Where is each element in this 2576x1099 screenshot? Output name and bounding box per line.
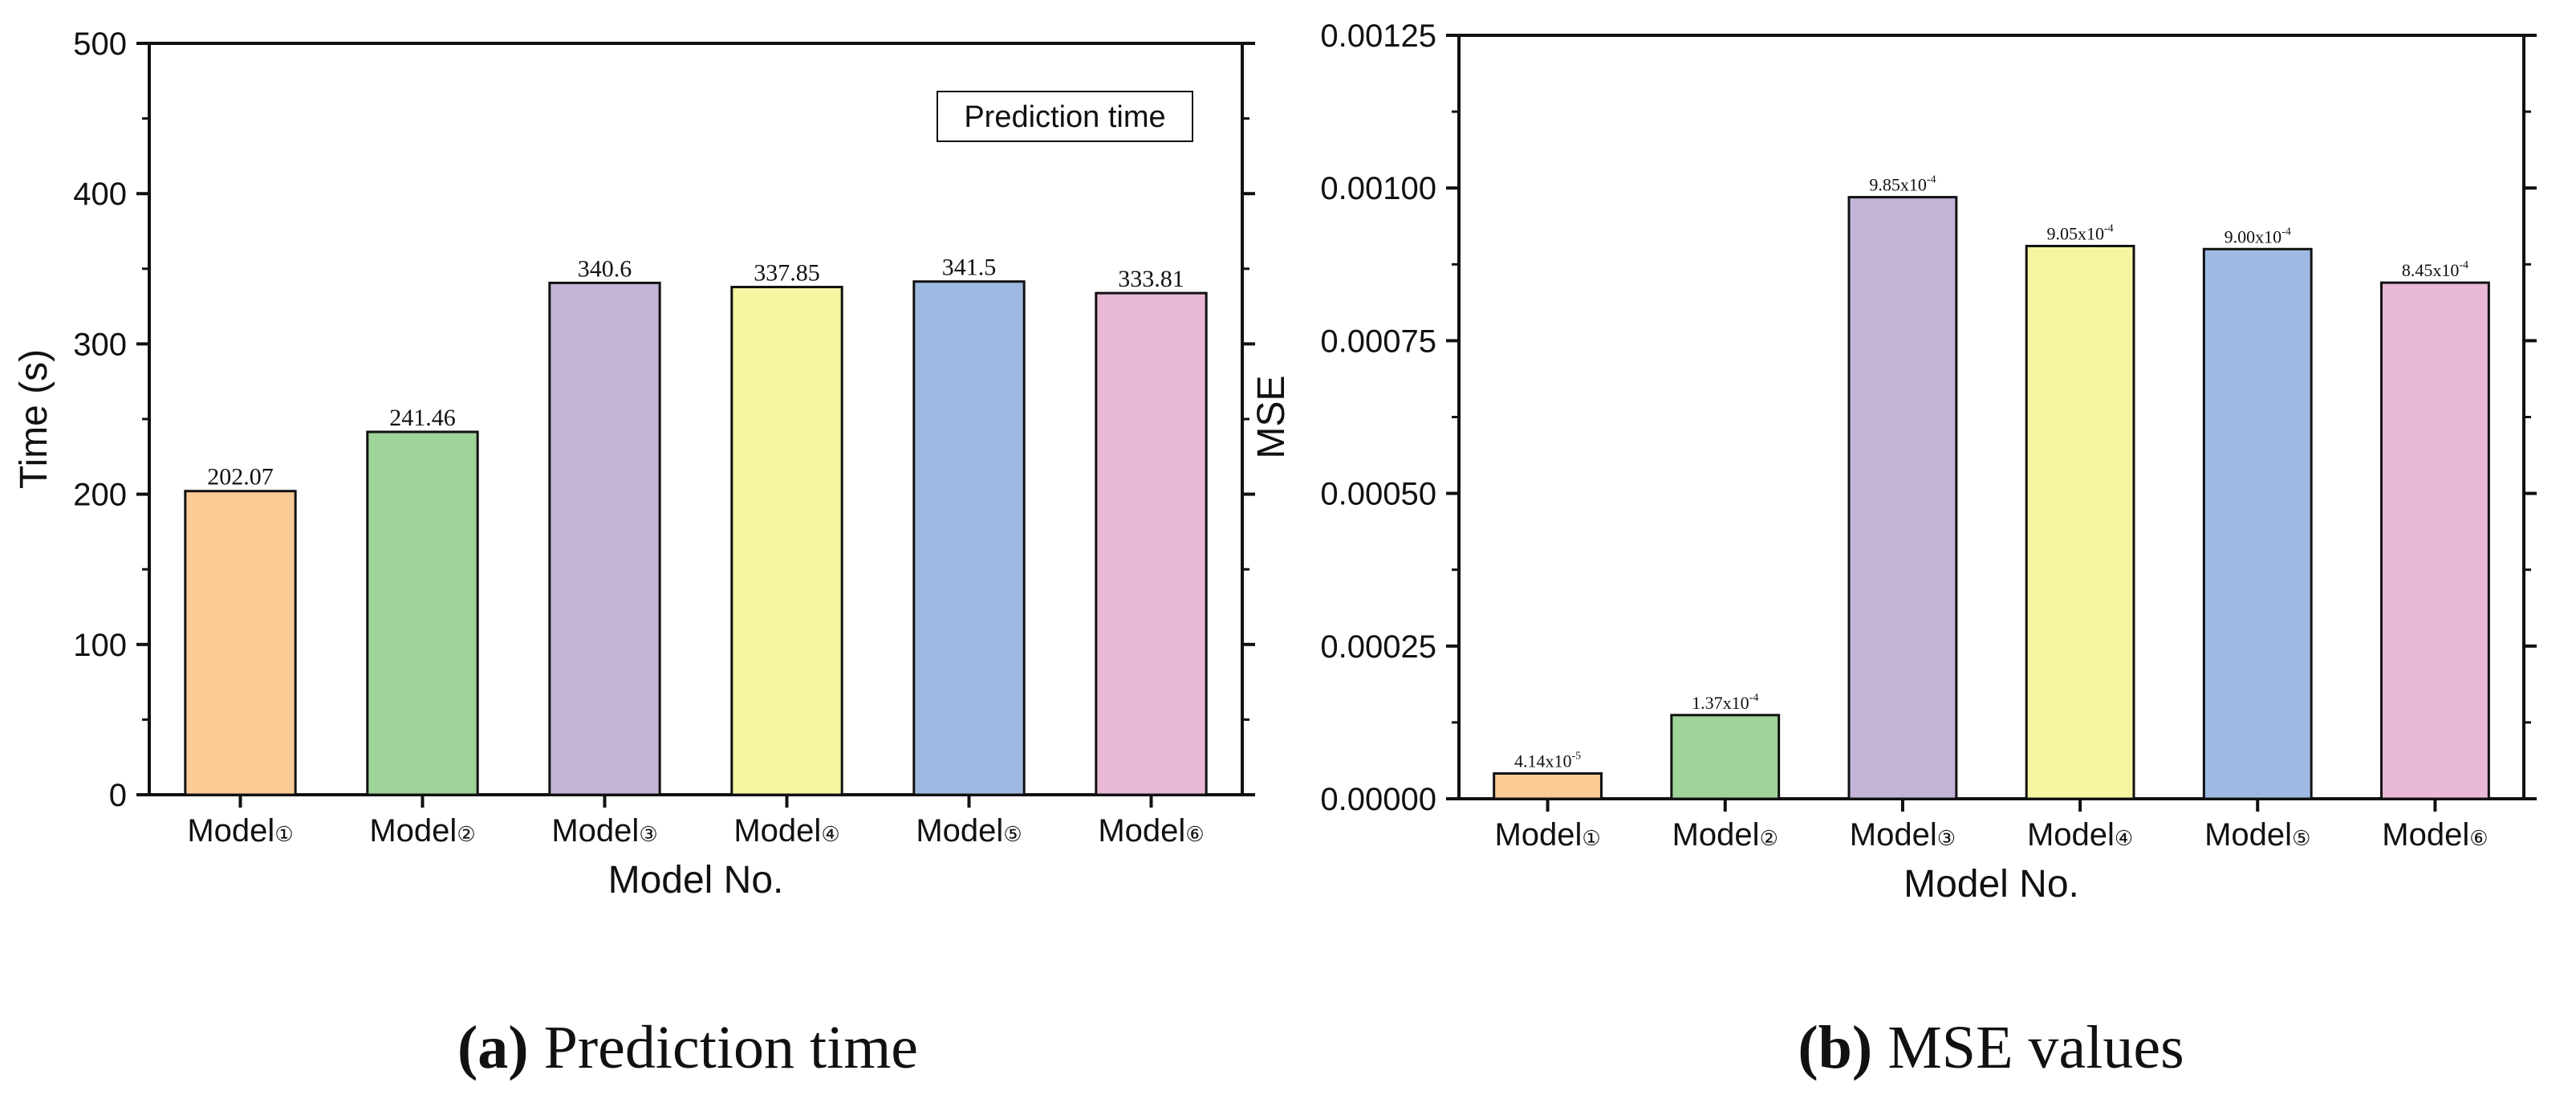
bar-1 xyxy=(1493,772,1603,800)
x-tick-label: Model③ xyxy=(1850,817,1956,853)
x-tick-label: Model⑤ xyxy=(2204,817,2310,853)
y-tick-label: 0.00100 xyxy=(1320,171,1436,206)
x-tick-label: Model⑥ xyxy=(1098,813,1204,849)
y-tick-label: 0.00075 xyxy=(1320,324,1436,359)
bar-6 xyxy=(1095,291,1208,796)
bar-2 xyxy=(366,430,479,796)
data-label: 337.85 xyxy=(754,260,820,287)
y-tick-label: 400 xyxy=(73,177,127,212)
bar-4 xyxy=(730,286,843,796)
bar-3 xyxy=(548,281,661,796)
y-tick-label: 0.00125 xyxy=(1320,18,1436,54)
y-axis-title: MSE xyxy=(1250,375,1293,458)
y-tick-label: 100 xyxy=(73,628,127,663)
bar-2 xyxy=(1670,714,1781,800)
data-label: 9.05x10-4 xyxy=(2046,222,2113,243)
caption: (a) Prediction time xyxy=(457,1014,918,1081)
x-tick-label: Model③ xyxy=(551,813,657,849)
bar-5 xyxy=(2202,247,2313,800)
x-axis-title: Model No. xyxy=(608,859,784,902)
x-tick-label: Model① xyxy=(1494,817,1600,853)
panel-b-mse-values: 0.00000 0.00025 0.00050 0.00075 0.00100 0.001… xyxy=(1250,18,2537,1081)
y-tick-label: 0.00025 xyxy=(1320,629,1436,665)
data-label: 8.45x10-4 xyxy=(2402,259,2468,280)
bar-5 xyxy=(912,280,1026,796)
data-label: 202.07 xyxy=(207,464,274,490)
y-tick-label: 0 xyxy=(109,778,127,813)
bar-1 xyxy=(184,490,297,796)
y-tick-label: 300 xyxy=(73,327,127,362)
data-label: 4.14x10-5 xyxy=(1514,751,1581,771)
x-tick-label: Model① xyxy=(187,813,293,849)
y-tick-label: 200 xyxy=(73,478,127,513)
y-tick-label: 500 xyxy=(73,26,127,62)
data-label: 9.00x10-4 xyxy=(2225,226,2291,246)
caption: (b) MSE values xyxy=(1798,1014,2184,1081)
legend-label: Prediction time xyxy=(964,100,1165,134)
y-tick-label: 0.00000 xyxy=(1320,782,1436,817)
bar-4 xyxy=(2025,244,2135,800)
data-label: 1.37x10-4 xyxy=(1692,692,1758,713)
data-label: 341.5 xyxy=(942,254,997,281)
bar-6 xyxy=(2380,281,2490,800)
y-axis-title: Time (s) xyxy=(13,349,55,489)
x-tick-label: Model④ xyxy=(2027,817,2133,853)
x-tick-label: Model⑤ xyxy=(916,813,1022,849)
y-tick-label: 0.00050 xyxy=(1320,477,1436,512)
x-axis-title: Model No. xyxy=(1904,863,2079,906)
data-label: 241.46 xyxy=(389,405,456,431)
x-tick-label: Model② xyxy=(369,813,475,849)
legend-box xyxy=(937,91,1193,142)
data-label: 340.6 xyxy=(578,255,632,282)
x-tick-label: Model⑥ xyxy=(2382,817,2488,853)
data-label: 9.85x10-4 xyxy=(1869,174,1936,195)
x-tick-label: Model④ xyxy=(733,813,839,849)
panel-a-prediction-time: 0 100 200 300 400 500 Model① 202.07 Model② 241.46… xyxy=(13,26,1255,1081)
bar-3 xyxy=(1847,196,1958,800)
data-label: 333.81 xyxy=(1118,266,1184,292)
plot-frame xyxy=(1457,34,2525,800)
plot-frame xyxy=(148,42,1244,796)
x-tick-label: Model② xyxy=(1672,817,1778,853)
